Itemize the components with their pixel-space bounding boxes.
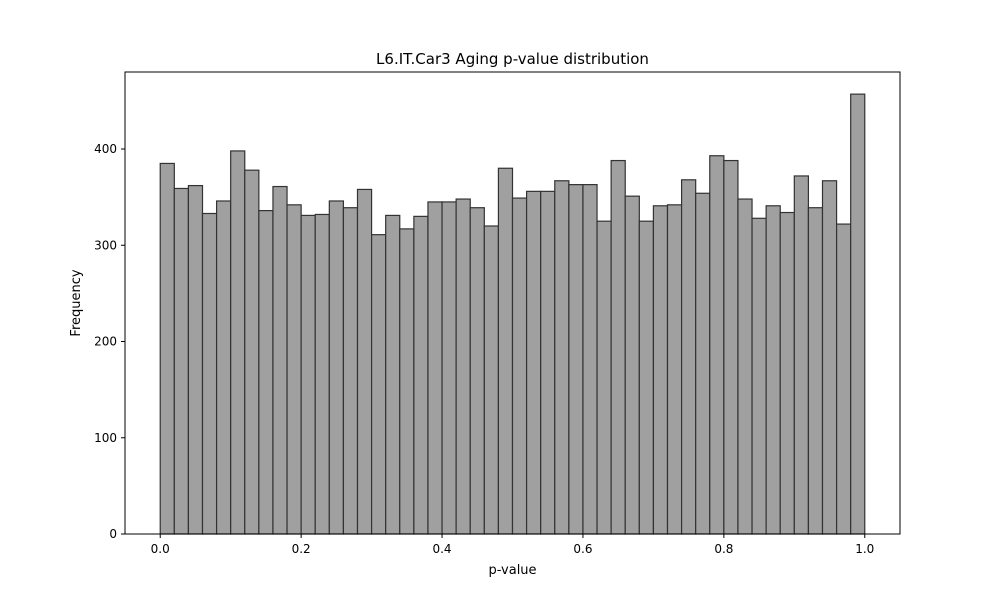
histogram-bar [342, 207, 359, 535]
histogram-bar [272, 185, 288, 535]
histogram-bar [582, 184, 598, 535]
histogram-bar [554, 180, 570, 535]
plot-area [124, 71, 901, 535]
histogram-bar [835, 223, 852, 535]
x-tick-label: 1.0 [855, 542, 874, 556]
histogram-bar [821, 180, 838, 535]
x-tick-label: 0.2 [292, 542, 311, 556]
histogram-bar [483, 225, 500, 535]
histogram-bar [201, 212, 218, 535]
histogram-bar [187, 184, 204, 535]
histogram-bar [230, 150, 246, 535]
histogram-bar [455, 198, 471, 535]
histogram-bar [680, 179, 697, 535]
y-axis: 0 100 200 300 400 [94, 142, 125, 541]
y-tick-label: 100 [94, 431, 117, 445]
histogram-bar [300, 214, 316, 535]
histogram-bar [765, 205, 781, 535]
histogram-bar [258, 210, 274, 535]
histogram-bar [427, 201, 443, 535]
histogram-bar [328, 200, 345, 535]
histogram-bar [215, 200, 232, 535]
histogram-bar [441, 201, 457, 535]
x-tick-label: 0.0 [151, 542, 170, 556]
histogram-bar [286, 204, 302, 535]
histogram-bar [511, 197, 528, 535]
histogram-bar [638, 220, 655, 535]
y-tick-label: 400 [94, 142, 117, 156]
x-tick-label: 0.6 [573, 542, 592, 556]
histogram-bar [385, 214, 401, 535]
histogram-bar [370, 234, 387, 535]
histogram-bar [596, 220, 612, 535]
histogram-bar [624, 195, 640, 535]
histogram-bar [356, 188, 373, 535]
histogram-bar [314, 213, 330, 535]
histogram-bars [159, 93, 866, 535]
histogram-bar [779, 211, 795, 535]
histogram-bar [173, 187, 190, 535]
histogram-bar [807, 207, 824, 535]
histogram-bar [610, 159, 626, 535]
histogram-bar [751, 217, 767, 535]
y-tick-label: 300 [94, 238, 117, 252]
histogram-bar [695, 192, 711, 535]
histogram-bar [652, 205, 669, 535]
histogram-bar [469, 207, 485, 535]
histogram-bar [244, 169, 260, 535]
histogram-bar [737, 198, 753, 535]
histogram-bar [568, 184, 584, 535]
y-tick-label: 0 [109, 527, 117, 541]
y-axis-label: Frequency [69, 269, 84, 336]
histogram-bar [709, 155, 725, 535]
histogram-bar [850, 93, 866, 535]
histogram-bar [159, 162, 175, 535]
histogram-bar [793, 175, 810, 535]
y-tick-label: 200 [94, 335, 117, 349]
x-axis: 0.0 0.2 0.4 0.6 0.8 1.0 [151, 534, 874, 556]
histogram-bar [413, 215, 429, 535]
histogram-bar [723, 159, 739, 535]
x-axis-label: p-value [488, 563, 536, 578]
x-tick-label: 0.8 [714, 542, 733, 556]
histogram-bar [497, 167, 514, 535]
x-tick-label: 0.4 [432, 542, 451, 556]
histogram-bar [399, 228, 415, 535]
histogram-bar [540, 190, 556, 535]
histogram-bar [666, 204, 683, 535]
histogram-bar [525, 190, 542, 535]
chart-title: L6.IT.Car3 Aging p-value distribution [376, 50, 649, 68]
